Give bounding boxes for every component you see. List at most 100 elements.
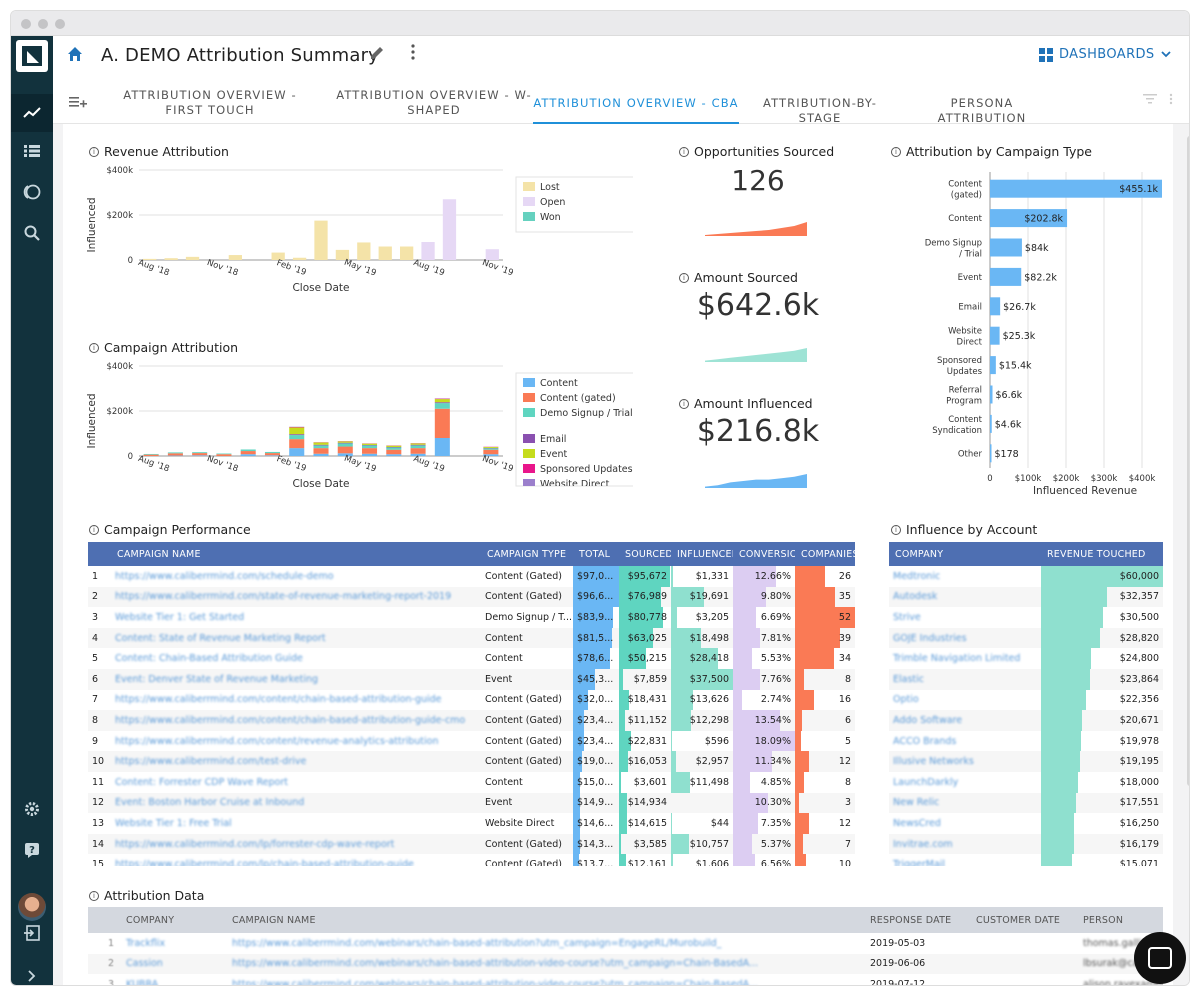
company-link[interactable]: Trimble Navigation Limited — [889, 648, 1041, 669]
campaign-name-link[interactable]: https://www.caliberrmind.com/lp/forreste… — [111, 834, 481, 855]
company-text[interactable]: ACCO Brands — [893, 735, 957, 747]
tab-persona[interactable]: PERSONA ATTRIBUTION — [937, 96, 1027, 125]
table-row[interactable]: LaunchDarkly $18,000 — [889, 771, 1163, 793]
column-header[interactable]: INFLUENCEI — [671, 542, 733, 566]
column-header[interactable]: CAMPAIGN NAME — [226, 907, 864, 933]
expand-sidebar-icon[interactable] — [11, 960, 53, 985]
company-text[interactable]: Medtronic — [893, 570, 941, 582]
user-avatar[interactable] — [18, 893, 46, 921]
table-row[interactable]: Strive $30,500 — [889, 607, 1163, 628]
dashboards-menu[interactable]: DASHBOARDS — [1039, 47, 1171, 62]
company-text[interactable]: NewsCred — [893, 817, 941, 829]
company-text[interactable]: Strive — [893, 611, 921, 623]
campaign-name-text[interactable]: https://www.caliberrmind.com/content/cha… — [115, 714, 466, 726]
column-header[interactable]: CONVERSION — [733, 542, 795, 566]
column-header[interactable]: REVENUE TOUCHED — [1041, 542, 1163, 566]
campaign-name-link[interactable]: https://www.caliberrmind.com/content/rev… — [111, 731, 481, 752]
info-icon[interactable]: i — [891, 146, 901, 157]
campaign-name-link[interactable]: https://www.caliberrmind.com/lp/chain-ba… — [111, 854, 481, 866]
table-row[interactable]: 5 Content: Chain-Based Attribution Guide C… — [88, 648, 855, 669]
info-icon[interactable]: i — [891, 524, 901, 535]
campaign-name-text[interactable]: https://www.caliberrmind.com/webinars/ch… — [232, 937, 722, 949]
company-link[interactable]: Invitrae.com — [889, 834, 1041, 855]
column-header[interactable]: CUSTOMER DATE — [970, 907, 1077, 933]
table-row[interactable]: 2 https://www.caliberrmind.com/state-of-r… — [88, 586, 855, 608]
campaign-name-link[interactable]: Content: Forrester CDP Wave Report — [111, 772, 481, 793]
table-row[interactable]: 14 https://www.caliberrmind.com/lp/forres… — [88, 833, 855, 855]
company-text[interactable]: KUBRA — [126, 978, 159, 986]
column-header[interactable]: CAMPAIGN NAME — [111, 542, 481, 566]
company-text[interactable]: TriggerMail — [893, 859, 946, 866]
campaign-name-text[interactable]: Content: Forrester CDP Wave Report — [115, 776, 288, 788]
table-row[interactable]: 10 https://www.caliberrmind.com/test-driv… — [88, 751, 855, 772]
company-link[interactable]: Autodesk — [889, 587, 1041, 608]
campaign-name-text[interactable]: https://www.caliberrmind.com/schedule-de… — [115, 570, 334, 582]
company-link[interactable]: Medtronic — [889, 566, 1041, 587]
scrollbar[interactable] — [1187, 136, 1189, 786]
tab-by-stage[interactable]: ATTRIBUTION-BY-STAGE — [763, 96, 877, 125]
campaign-name-text[interactable]: https://www.caliberrmind.com/content/cha… — [115, 694, 442, 706]
chat-launcher[interactable] — [1134, 932, 1186, 984]
table-row[interactable]: 12 Event: Boston Harbor Cruise at Inbound… — [88, 792, 855, 814]
table-row[interactable]: Invitrae.com $16,179 — [889, 833, 1163, 855]
info-icon[interactable]: i — [679, 146, 689, 157]
campaign-name-link[interactable]: Event: Boston Harbor Cruise at Inbound — [111, 793, 481, 814]
table-row[interactable]: 13 Website Tier 1: Free Trial Website Dire… — [88, 813, 855, 834]
table-row[interactable]: Trimble Navigation Limited $24,800 — [889, 648, 1163, 669]
campaign-name-link[interactable]: https://www.caliberrmind.com/content/cha… — [111, 710, 481, 731]
table-row[interactable]: 9 https://www.caliberrmind.com/content/re… — [88, 730, 855, 752]
company-text[interactable]: GOJE Industries — [893, 632, 967, 644]
campaign-name-text[interactable]: https://www.caliberrmind.com/test-drive — [115, 756, 307, 768]
more-options-icon[interactable] — [411, 44, 415, 64]
table-row[interactable]: 8 https://www.caliberrmind.com/content/ch… — [88, 710, 855, 731]
campaign-name-link[interactable]: Event: Denver State of Revenue Marketing — [111, 669, 481, 690]
campaign-name-link[interactable]: Website Tier 1: Free Trial — [111, 813, 481, 834]
table-row[interactable]: 1 Trackflix https://www.caliberrmind.com/w… — [88, 933, 1163, 954]
column-header[interactable]: PERSON — [1077, 907, 1163, 933]
campaign-name-text[interactable]: https://www.caliberrmind.com/content/rev… — [115, 735, 439, 747]
company-link[interactable]: Cassion — [120, 954, 226, 975]
company-link[interactable]: Addo Software — [889, 710, 1041, 731]
tabs-more-icon[interactable] — [1169, 93, 1173, 105]
company-text[interactable]: Addo Software — [893, 714, 963, 726]
filter-icon[interactable] — [1143, 93, 1173, 109]
company-link[interactable]: Optio — [889, 690, 1041, 711]
company-link[interactable]: Trackflix — [120, 933, 226, 954]
search-icon[interactable] — [11, 217, 53, 249]
campaign-name-text[interactable]: Website Tier 1: Get Started — [115, 611, 245, 623]
column-header[interactable]: RESPONSE DATE — [864, 907, 970, 933]
table-row[interactable]: 11 Content: Forrester CDP Wave Report Cont… — [88, 771, 855, 793]
table-row[interactable]: Elastic $23,864 — [889, 668, 1163, 690]
campaign-name-text[interactable]: Website Tier 1: Free Trial — [115, 817, 232, 829]
company-link[interactable]: GOJE Industries — [889, 628, 1041, 649]
info-icon[interactable]: i — [89, 146, 99, 157]
table-row[interactable]: Addo Software $20,671 — [889, 710, 1163, 731]
analytics-icon[interactable] — [11, 97, 53, 129]
table-row[interactable]: ACCO Brands $19,978 — [889, 730, 1163, 752]
tab-w-shaped[interactable]: ATTRIBUTION OVERVIEW - W-SHAPED — [336, 88, 532, 117]
info-icon[interactable]: i — [89, 524, 99, 535]
table-row[interactable]: 4 Content: State of Revenue Marketing Rep… — [88, 627, 855, 649]
campaign-name-link[interactable]: https://www.caliberrmind.com/state-of-re… — [111, 587, 481, 608]
table-row[interactable]: New Relic $17,551 — [889, 792, 1163, 814]
table-row[interactable]: 3 Website Tier 1: Get Started Demo Signup … — [88, 607, 855, 628]
campaign-name-text[interactable]: https://www.caliberrmind.com/webinars/ch… — [232, 978, 759, 986]
logout-icon[interactable] — [11, 917, 53, 949]
gear-icon[interactable] — [11, 793, 53, 825]
campaign-name-link[interactable]: https://www.caliberrmind.com/test-drive — [111, 751, 481, 772]
company-text[interactable]: Optio — [893, 694, 919, 706]
tab-cba[interactable]: ATTRIBUTION OVERVIEW - CBA — [533, 96, 739, 110]
company-link[interactable]: Elastic — [889, 669, 1041, 690]
table-row[interactable]: 6 Event: Denver State of Revenue Marketin… — [88, 668, 855, 690]
campaign-name-text[interactable]: https://www.caliberrmind.com/lp/chain-ba… — [115, 859, 414, 866]
table-row[interactable]: 7 https://www.caliberrmind.com/content/ch… — [88, 689, 855, 711]
tab-first-touch[interactable]: ATTRIBUTION OVERVIEW - FIRST TOUCH — [123, 88, 297, 117]
campaign-name-link[interactable]: https://www.caliberrmind.com/webinars/ch… — [226, 933, 864, 954]
table-row[interactable]: 3 KUBRA https://www.caliberrmind.com/webin… — [88, 974, 1163, 986]
info-icon[interactable]: i — [679, 272, 689, 283]
company-text[interactable]: Elastic — [893, 673, 925, 685]
campaign-name-link[interactable]: Content: Chain-Based Attribution Guide — [111, 648, 481, 669]
table-row[interactable]: 15 https://www.caliberrmind.com/lp/chain-… — [88, 854, 855, 866]
home-icon[interactable] — [67, 46, 87, 66]
column-header[interactable]: CAMPAIGN TYPE — [481, 542, 573, 566]
